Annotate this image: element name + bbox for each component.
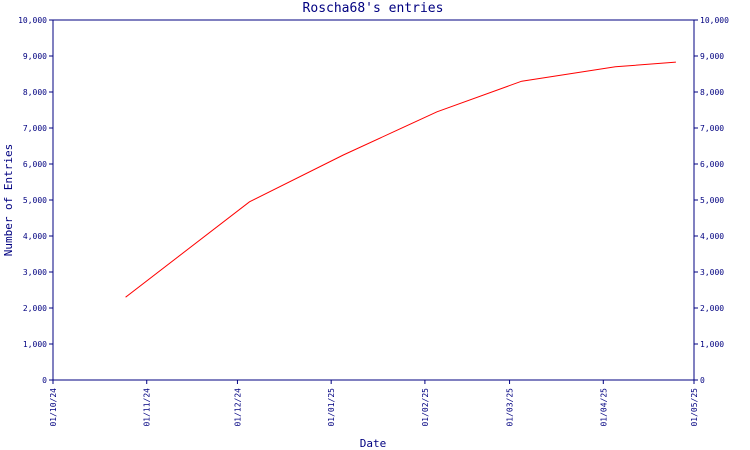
axes xyxy=(52,19,695,381)
y-tick-label-right: 2,000 xyxy=(700,304,724,313)
x-tick-label: 01/03/25 xyxy=(506,388,515,427)
y-tick-label-left: 3,000 xyxy=(23,268,47,277)
x-tick-label: 01/01/25 xyxy=(327,388,336,427)
y-tick-label-right: 1,000 xyxy=(700,340,724,349)
y-tick-label-right: 3,000 xyxy=(700,268,724,277)
y-tick-label-right: 7,000 xyxy=(700,124,724,133)
x-tick-label: 01/02/25 xyxy=(421,388,430,427)
x-tick-label: 01/04/25 xyxy=(599,388,608,427)
y-axis-label: Number of Entries xyxy=(2,144,15,257)
y-tick-label-right: 6,000 xyxy=(700,160,724,169)
y-tick-label-left: 1,000 xyxy=(23,340,47,349)
y-axis-left-ticks: 0 1,000 2,000 3,000 4,000 5,000 6,000 7,000 8,00… xyxy=(18,16,53,385)
x-tick-label: 01/05/25 xyxy=(690,388,699,427)
x-tick-label: 01/12/24 xyxy=(233,388,242,427)
x-axis-ticks: 01/10/24 01/11/24 01/12/24 01/01/25 01/02/25… xyxy=(49,380,699,427)
y-tick-label-right: 8,000 xyxy=(700,88,724,97)
y-axis-right-ticks: 0 1,000 2,000 3,000 4,000 5,000 6,000 7,000 8,00… xyxy=(694,16,729,385)
y-tick-label-left: 9,000 xyxy=(23,52,47,61)
y-tick-label-left: 5,000 xyxy=(23,196,47,205)
plot-frame xyxy=(52,19,695,381)
series-group xyxy=(125,61,676,298)
y-tick-label-left: 0 xyxy=(42,376,47,385)
y-tick-label-left: 6,000 xyxy=(23,160,47,169)
y-tick-label-right: 5,000 xyxy=(700,196,724,205)
x-axis-label: Date xyxy=(360,437,387,450)
y-tick-label-left: 4,000 xyxy=(23,232,47,241)
y-tick-label-left: 2,000 xyxy=(23,304,47,313)
x-tick-label: 01/11/24 xyxy=(143,388,152,427)
chart-title: Roscha68's entries xyxy=(303,1,444,16)
x-tick-label: 01/10/24 xyxy=(49,388,58,427)
y-tick-label-right: 9,000 xyxy=(700,52,724,61)
y-tick-label-right: 10,000 xyxy=(700,16,729,25)
y-tick-label-left: 8,000 xyxy=(23,88,47,97)
series-line xyxy=(125,61,676,298)
y-tick-label-right: 4,000 xyxy=(700,232,724,241)
y-tick-label-left: 10,000 xyxy=(18,16,47,25)
y-tick-label-left: 7,000 xyxy=(23,124,47,133)
y-tick-label-right: 0 xyxy=(700,376,705,385)
